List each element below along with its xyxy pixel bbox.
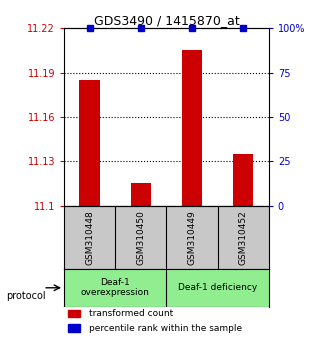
Text: Deaf-1
overexpression: Deaf-1 overexpression xyxy=(81,278,150,297)
Text: percentile rank within the sample: percentile rank within the sample xyxy=(89,324,242,332)
Text: GSM310449: GSM310449 xyxy=(188,210,196,264)
Text: Deaf-1 deficiency: Deaf-1 deficiency xyxy=(178,283,257,292)
Text: protocol: protocol xyxy=(6,291,46,301)
Text: GSM310448: GSM310448 xyxy=(85,210,94,264)
Bar xyxy=(131,183,151,206)
Text: transformed count: transformed count xyxy=(89,309,173,318)
Bar xyxy=(68,310,80,317)
Bar xyxy=(233,154,253,206)
Title: GDS3490 / 1415870_at: GDS3490 / 1415870_at xyxy=(93,14,239,27)
Bar xyxy=(79,80,100,206)
Text: GSM310450: GSM310450 xyxy=(136,210,145,264)
Text: GSM310452: GSM310452 xyxy=(239,210,248,264)
Bar xyxy=(68,325,80,332)
Bar xyxy=(182,51,202,206)
